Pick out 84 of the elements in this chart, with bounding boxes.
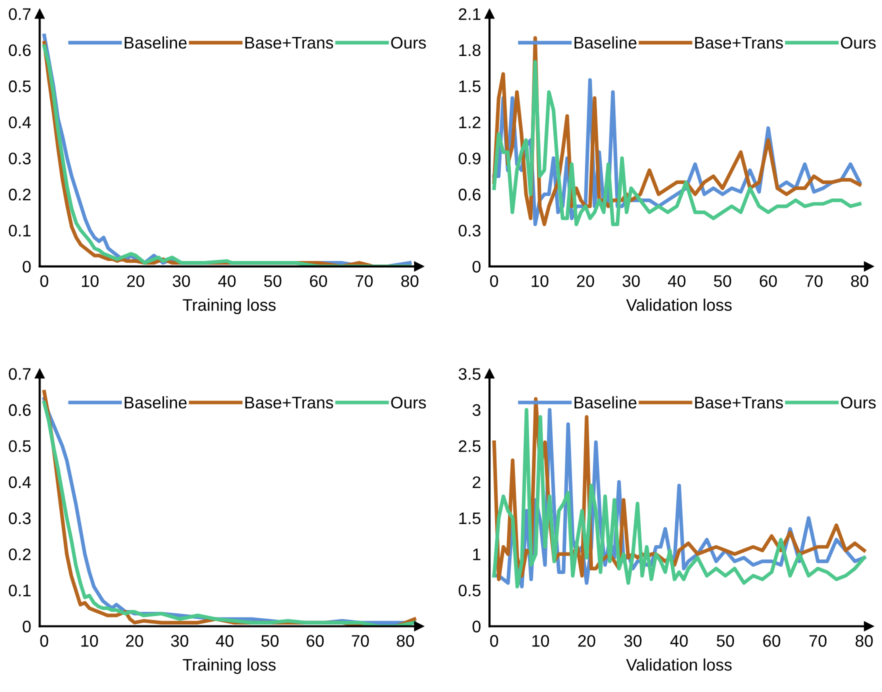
legend-label: Ours [391,396,426,408]
x-tick-label: 0 [40,635,48,647]
legend-label: Baseline [574,36,636,49]
x-tick-label: 20 [127,275,144,287]
x-tick-label: 80 [396,635,414,647]
x-tick-label: 70 [806,275,823,287]
x-tick-label: 30 [171,635,188,647]
x-tick-label: 60 [310,275,328,287]
y-tick-label: 0 [472,260,481,273]
y-tick-label: 2 [472,476,480,488]
legend-label: Base+Trans [695,37,783,49]
legend-label: Base+Trans [245,396,334,408]
x-tick-label: 30 [172,275,190,287]
x-axis-title: Training loss [182,658,276,674]
y-tick-label: 1.5 [459,512,480,524]
y-tick-label: 0.3 [458,224,480,237]
y-tick-label: 0.2 [8,548,31,560]
x-tick-label: 0 [490,635,498,647]
y-tick-label: 3 [472,404,480,416]
x-tick-label: 60 [306,635,324,647]
legend-label: Ours [840,36,876,49]
x-tick-label: 40 [218,275,236,287]
x-tick-label: 10 [532,635,550,647]
legend-label: Ours [840,396,876,408]
x-tick-label: 60 [760,275,777,287]
y-tick-label: 0.1 [8,224,31,237]
x-tick-label: 80 [851,275,868,287]
y-tick-label: 0.5 [458,584,480,596]
x-tick-label: 10 [81,635,98,647]
legend-label: Ours [391,36,426,49]
x-tick-label: 20 [126,635,144,647]
x-axis-title: Training loss [182,298,276,314]
x-tick-label: 0 [490,275,498,287]
legend-label: Baseline [124,396,187,408]
y-tick-label: 0.6 [458,188,480,200]
y-tick-label: 0.1 [8,584,31,596]
legend-label: Baseline [574,396,636,408]
legend-label: Base+Trans [695,396,783,408]
x-tick-label: 50 [264,275,282,287]
x-tick-label: 10 [82,275,99,287]
y-tick-label: 0.5 [8,80,31,92]
y-tick-label: 1 [473,548,480,560]
y-tick-label: 1.5 [459,80,480,92]
y-tick-label: 2.5 [458,440,480,452]
x-axis-title: Validation loss [626,658,732,671]
y-tick-label: 0.3 [8,152,31,164]
y-tick-label: 0 [472,620,481,632]
y-tick-label: 0.7 [8,8,31,20]
x-tick-label: 60 [763,635,780,647]
y-tick-label: 0.6 [8,44,31,56]
y-tick-label: 0.7 [8,368,31,380]
y-tick-label: 0.9 [458,152,480,164]
y-tick-label: 0.6 [8,404,31,416]
y-tick-label: 0 [22,620,31,632]
legend-label: Baseline [124,36,187,49]
x-tick-label: 0 [40,275,48,287]
y-tick-label: 2.1 [458,8,480,20]
y-tick-label: 0 [22,260,31,273]
x-tick-label: 10 [532,275,548,287]
y-tick-label: 0.4 [8,116,31,128]
y-tick-label: 0.5 [8,440,31,452]
y-tick-label: 1.8 [459,44,480,56]
x-tick-label: 50 [261,635,279,647]
x-tick-label: 20 [578,635,596,647]
x-tick-label: 20 [577,275,594,287]
y-tick-label: 1.2 [459,116,480,128]
x-tick-label: 40 [668,275,686,287]
y-tick-label: 0.2 [8,188,31,200]
x-tick-label: 70 [809,635,827,647]
x-tick-label: 40 [670,635,688,647]
x-tick-label: 30 [624,635,642,647]
x-tick-label: 70 [356,275,373,287]
y-tick-label: 0.4 [8,476,31,488]
x-tick-label: 80 [401,275,418,287]
x-tick-label: 70 [352,635,369,647]
x-tick-label: 30 [622,275,640,287]
x-tick-label: 80 [856,635,873,647]
y-tick-label: 3.5 [458,368,480,380]
x-axis-title: Validation loss [626,298,732,311]
x-tick-label: 40 [216,635,234,647]
legend-label: Base+Trans [245,37,334,49]
x-tick-label: 50 [714,275,732,287]
y-tick-label: 0.3 [8,512,31,524]
x-tick-label: 50 [716,635,734,647]
